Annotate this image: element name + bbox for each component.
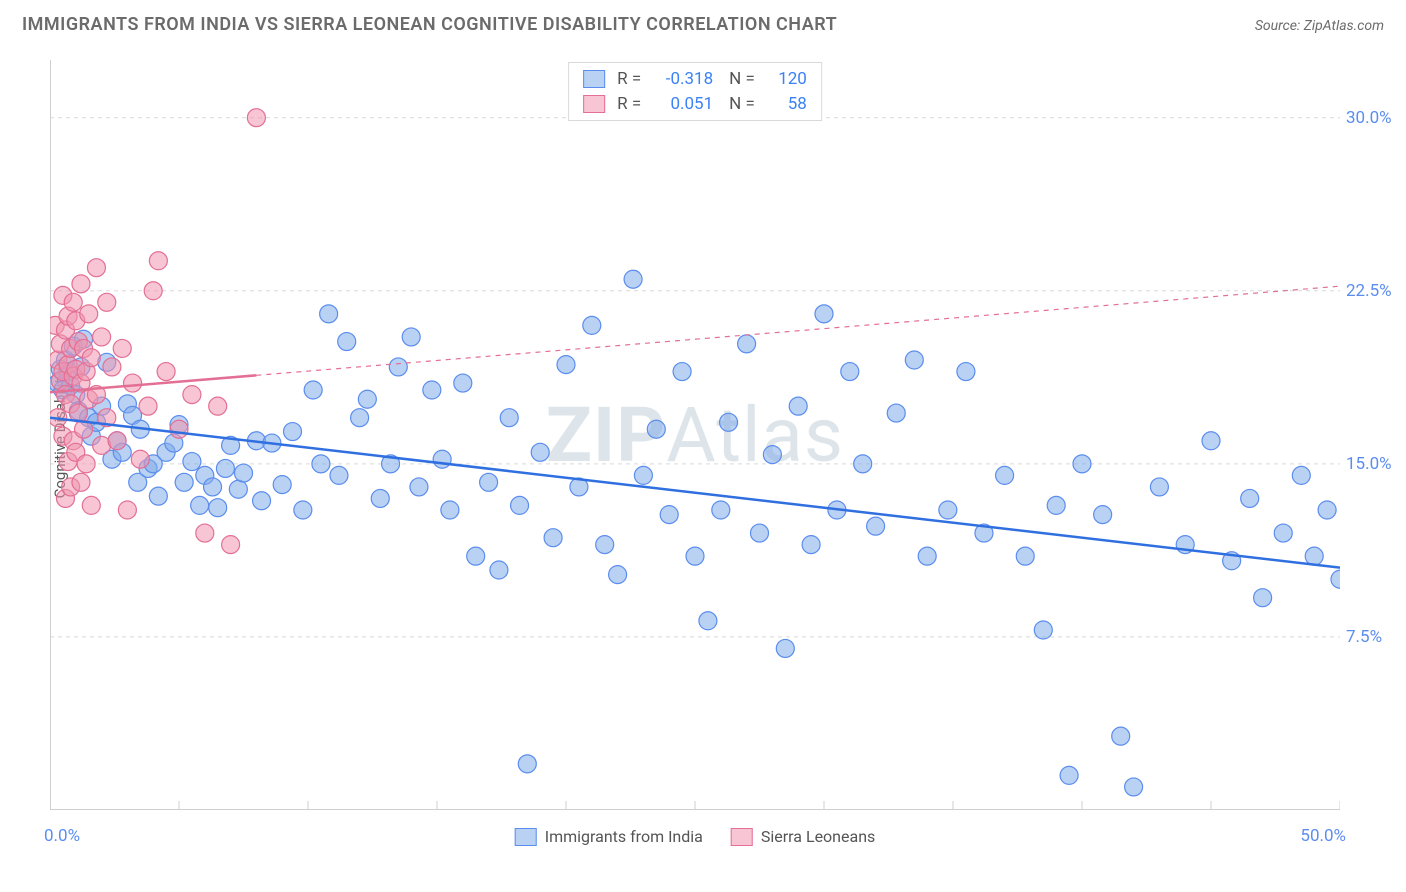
series-label: Immigrants from India <box>545 827 703 846</box>
r-label: R = <box>617 67 641 92</box>
y-tick-label: 30.0% <box>1346 108 1400 128</box>
series-legend: Immigrants from India Sierra Leoneans <box>515 827 876 846</box>
series-legend-item-india: Immigrants from India <box>515 827 703 846</box>
legend-swatch <box>583 95 605 113</box>
legend-row-india: R = -0.318 N = 120 <box>583 67 807 92</box>
correlation-legend: R = -0.318 N = 120 R = 0.051 N = 58 <box>568 62 822 121</box>
r-value: 0.051 <box>651 92 713 117</box>
n-value: 120 <box>765 67 807 92</box>
chart-area: Cognitive Disability ZIPAtlas R =-0.318N… <box>50 60 1340 810</box>
source-name: ZipAtlas.com <box>1304 18 1384 34</box>
legend-swatch <box>731 828 753 846</box>
source-prefix: Source: <box>1255 18 1304 34</box>
chart-title: IMMIGRANTS FROM INDIA VS SIERRA LEONEAN … <box>22 14 837 35</box>
r-value: -0.318 <box>651 67 713 92</box>
y-tick-label: 7.5% <box>1346 627 1400 647</box>
legend-swatch <box>515 828 537 846</box>
legend-row-sierra: R = 0.051 N = 58 <box>583 92 807 117</box>
r-label: R = <box>617 92 641 117</box>
n-value: 58 <box>765 92 807 117</box>
n-label: N = <box>729 67 755 92</box>
n-label: N = <box>729 92 755 117</box>
series-label: Sierra Leoneans <box>761 827 875 846</box>
x-axis-max-label: 50.0% <box>1300 826 1346 846</box>
source-attribution: Source: ZipAtlas.com <box>1255 18 1384 34</box>
x-axis-min-label: 0.0% <box>44 826 80 846</box>
series-legend-item-sierra: Sierra Leoneans <box>731 827 875 846</box>
legend-swatch <box>583 70 605 88</box>
y-tick-label: 15.0% <box>1346 454 1400 474</box>
scatter-plot <box>50 60 1340 810</box>
y-tick-label: 22.5% <box>1346 281 1400 301</box>
